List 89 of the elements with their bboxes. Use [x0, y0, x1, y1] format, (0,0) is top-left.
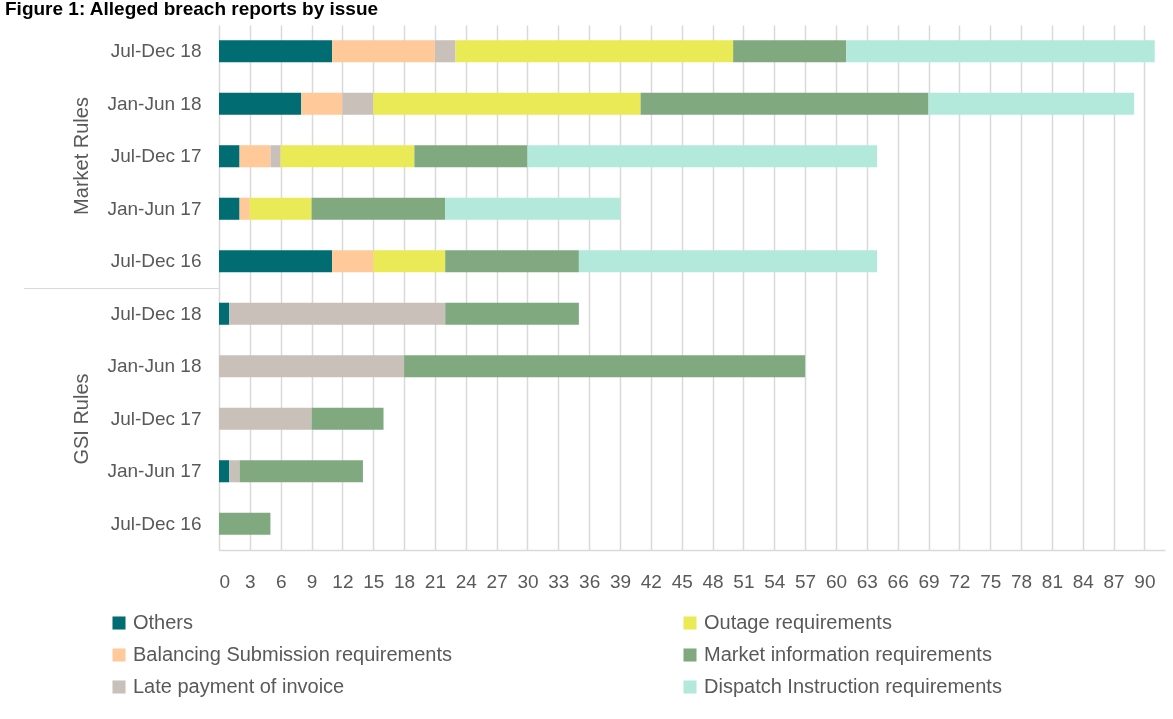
x-tick-label: 57	[795, 570, 817, 592]
bar	[578, 250, 878, 273]
x-tick-label: 60	[825, 570, 848, 592]
legend-label: Others	[133, 611, 194, 633]
bar	[219, 145, 240, 168]
bar	[229, 302, 446, 325]
bar	[373, 250, 446, 273]
text: Market Rules	[69, 97, 93, 216]
bar	[249, 197, 312, 220]
bar	[332, 250, 374, 273]
bar	[311, 407, 384, 430]
legend-label: Dispatch Instruction requirements	[704, 675, 1002, 697]
bar	[270, 145, 281, 168]
y-tick-label: Jan-Jun 18	[107, 92, 202, 114]
bar	[301, 92, 343, 115]
legend-label: Balancing Submission requirements	[133, 643, 453, 665]
bar	[332, 40, 435, 63]
bar	[219, 302, 230, 325]
x-tick-label: 78	[1010, 570, 1033, 592]
bar	[640, 92, 929, 115]
bar	[219, 407, 312, 430]
bar	[434, 40, 456, 63]
x-tick-label: 51	[733, 570, 755, 592]
x-tick-label: 45	[671, 570, 693, 592]
bar	[928, 92, 1135, 115]
bar	[445, 302, 579, 325]
bar	[445, 250, 579, 273]
x-tick-label: 27	[486, 570, 508, 592]
text: GSI Rules	[69, 373, 93, 465]
x-tick-label: 48	[702, 570, 724, 592]
x-tick-label: 72	[949, 570, 971, 592]
x-tick-label: 36	[579, 570, 601, 592]
bar	[219, 460, 230, 483]
bar	[455, 40, 734, 63]
bar	[239, 145, 271, 168]
bar	[229, 460, 240, 483]
bar	[846, 40, 1155, 63]
bar	[280, 145, 415, 168]
y-tick-label: Jan-Jun 18	[107, 355, 202, 377]
bar	[373, 92, 641, 115]
x-tick-label: 42	[640, 570, 662, 592]
x-tick-label: 84	[1072, 570, 1095, 592]
x-tick-label: 90	[1134, 570, 1156, 592]
bar	[404, 355, 806, 378]
bar	[219, 40, 333, 63]
x-tick-label: 15	[363, 570, 385, 592]
bar	[239, 197, 250, 220]
x-tick-label: 9	[306, 570, 318, 592]
y-tick-label: Jan-Jun 17	[107, 197, 202, 219]
x-tick-label: 24	[455, 570, 478, 592]
x-tick-label: 3	[245, 570, 256, 592]
x-tick-label: 30	[517, 570, 539, 592]
y-tick-label: Jul-Dec 18	[110, 302, 202, 324]
bar	[219, 250, 333, 273]
x-tick-label: 33	[548, 570, 570, 592]
x-tick-label: 54	[764, 570, 786, 592]
x-tick-label: 69	[918, 570, 940, 592]
x-tick-label: 63	[856, 570, 878, 592]
y-tick-label: Jul-Dec 17	[110, 407, 202, 429]
bar	[219, 355, 405, 378]
x-tick-label: 12	[332, 570, 354, 592]
legend-label: Outage requirements	[704, 611, 892, 633]
bar	[733, 40, 847, 63]
x-tick-label: 6	[275, 570, 287, 592]
bar	[311, 197, 446, 220]
legend-label: Market information requirements	[704, 643, 992, 665]
bar	[414, 145, 528, 168]
bar	[219, 197, 240, 220]
x-tick-label: 66	[887, 570, 909, 592]
y-tick-label: Jul-Dec 17	[110, 145, 202, 167]
bar	[219, 512, 271, 535]
x-tick-label: 75	[980, 570, 1002, 592]
y-tick-label: Jul-Dec 16	[110, 512, 202, 534]
bar	[527, 145, 878, 168]
legend-label: Late payment of invoice	[133, 675, 345, 697]
chart-title: Figure 1: Alleged breach reports by issue	[5, 0, 379, 19]
y-tick-label: Jul-Dec 18	[110, 40, 202, 62]
x-tick-label: 81	[1041, 570, 1063, 592]
x-tick-label: 21	[424, 570, 447, 592]
bar	[445, 197, 621, 220]
bar	[342, 92, 374, 115]
y-tick-label: Jul-Dec 16	[110, 250, 202, 272]
y-tick-label: Jan-Jun 17	[107, 460, 202, 482]
x-tick-label: 39	[609, 570, 632, 592]
bar	[219, 92, 302, 115]
x-tick-label: 0	[219, 570, 231, 592]
x-tick-label: 87	[1103, 570, 1125, 592]
x-tick-label: 18	[394, 570, 416, 592]
bar	[239, 460, 363, 483]
